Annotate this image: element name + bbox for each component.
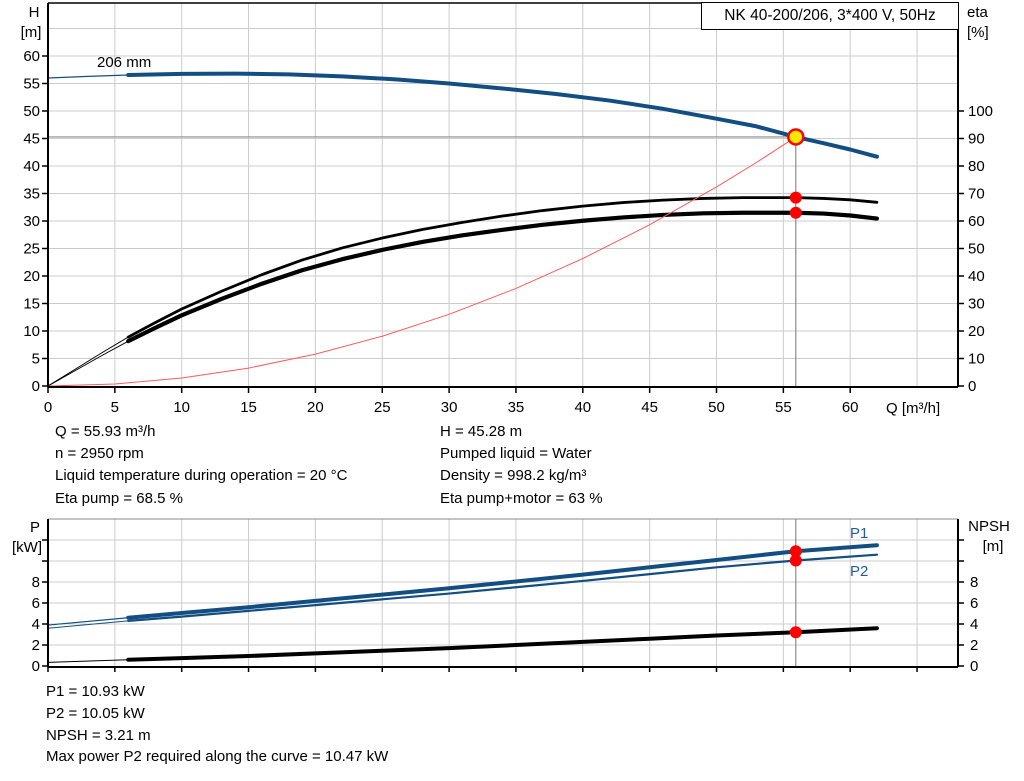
h-axis-unit: [m]	[20, 24, 42, 41]
tick-label: 10	[173, 399, 190, 416]
tick-label: 0	[968, 378, 976, 395]
pump-title-text: NK 40-200/206, 3*400 V, 50Hz	[724, 7, 936, 24]
tick-label: 45	[23, 131, 40, 148]
tick-label: 60	[968, 213, 985, 230]
tick-label: 60	[23, 48, 40, 65]
p2-curve-lead	[47, 620, 129, 629]
info-line: Eta pump = 68.5 %	[55, 489, 183, 507]
npsh-axis-unit: [m]	[982, 538, 1004, 555]
tick-label: 8	[970, 574, 978, 591]
tick-label: 55	[23, 76, 40, 93]
eta-pump-curve	[126, 196, 879, 339]
eta-pump-motor-curve	[126, 210, 880, 344]
power-info: P1 = 10.93 kW P2 = 10.05 kW NPSH = 3.21 …	[46, 681, 388, 768]
duty-info-left: Q = 55.93 m³/h n = 2950 rpm Liquid tempe…	[55, 421, 347, 510]
tick-label: 0	[44, 399, 52, 416]
tick-label: 30	[968, 296, 985, 313]
tick-label: 20	[968, 323, 985, 340]
tick-label: 0	[32, 658, 40, 675]
h-axis-label: H	[28, 4, 40, 21]
info-line: H = 45.28 m	[440, 423, 523, 440]
tick-label: 50	[968, 241, 985, 258]
tick-label: 5	[32, 351, 40, 368]
tick-label: 50	[708, 399, 725, 416]
pump-title-box: NK 40-200/206, 3*400 V, 50Hz	[701, 2, 959, 30]
tick-label: 40	[23, 158, 40, 175]
impeller-size-label: 206 mm	[97, 54, 152, 71]
tick-label: 8	[32, 574, 40, 591]
tick-label: 0	[970, 658, 978, 675]
p-axis-label: P	[29, 519, 41, 536]
info-line: n = 2950 rpm	[55, 445, 144, 463]
info-line: P1 = 10.93 kW	[46, 683, 145, 700]
eta-axis-label: eta	[967, 4, 988, 21]
info-line: P2 = 10.05 kW	[46, 704, 145, 722]
tick-label: 60	[842, 399, 859, 416]
tick-label: 80	[968, 158, 985, 175]
eta-pump-motor-curve-lead	[47, 340, 129, 387]
eta-axis-unit: [%]	[967, 24, 989, 41]
tick-label: 6	[32, 595, 40, 612]
duty-info-right: H = 45.28 m Pumped liquid = Water Densit…	[440, 421, 603, 510]
p1-curve-label: P1	[850, 525, 869, 542]
p2-duty-dot[interactable]	[789, 554, 802, 567]
tick-label: 30	[441, 399, 458, 416]
tick-label: 40	[574, 399, 591, 416]
info-line: Density = 998.2 kg/m³	[440, 467, 587, 485]
npsh-axis-label: NPSH	[968, 518, 1010, 535]
tick-label: 5	[111, 399, 119, 416]
p-axis-unit: [kW]	[12, 539, 42, 556]
tick-label: 4	[32, 616, 40, 633]
info-line: NPSH = 3.21 m	[46, 726, 151, 744]
tick-label: 25	[374, 399, 391, 416]
tick-label: 30	[23, 213, 40, 230]
p1-duty-dot[interactable]	[789, 545, 802, 558]
tick-label: 6	[970, 595, 978, 612]
head-curve	[126, 71, 879, 159]
eta-pump-duty-dot[interactable]	[789, 191, 802, 204]
tick-label: 20	[23, 268, 40, 285]
tick-label: 70	[968, 186, 985, 203]
info-line: Eta pump+motor = 63 %	[440, 489, 603, 507]
p2-curve-label: P2	[850, 563, 869, 580]
tick-label: 20	[307, 399, 324, 416]
eta-pump-motor-duty-dot[interactable]	[789, 206, 802, 219]
tick-label: 35	[508, 399, 525, 416]
head-curve-lead	[47, 74, 129, 79]
tick-label: 4	[970, 616, 978, 633]
info-line: Max power P2 required along the curve = …	[46, 748, 389, 766]
tick-label: 40	[968, 268, 985, 285]
tick-label: 0	[32, 378, 40, 395]
npsh-curve-lead	[47, 659, 129, 663]
tick-label: 15	[240, 399, 257, 416]
tick-label: 25	[23, 241, 40, 258]
tick-label: 2	[32, 637, 40, 654]
npsh-curve	[126, 626, 879, 662]
p1-curve	[126, 543, 879, 620]
npsh-duty-dot[interactable]	[789, 626, 802, 639]
affinity-parabola	[47, 136, 797, 387]
tick-label: 55	[775, 399, 792, 416]
tick-label: 35	[23, 186, 40, 203]
tick-label: 45	[641, 399, 658, 416]
tick-label: 100	[968, 103, 993, 120]
duty-point-marker[interactable]	[787, 128, 805, 146]
tick-label: 2	[970, 637, 978, 654]
tick-label: 90	[968, 131, 985, 148]
info-line: Pumped liquid = Water	[440, 445, 592, 463]
tick-label: 10	[968, 351, 985, 368]
info-line: Liquid temperature during operation = 20…	[55, 467, 348, 485]
p1-curve-lead	[47, 617, 129, 626]
tick-label: 50	[23, 103, 40, 120]
tick-label: 10	[23, 323, 40, 340]
p2-curve	[127, 553, 879, 622]
eta-pump-curve-lead	[47, 336, 129, 387]
info-line: Q = 55.93 m³/h	[55, 423, 156, 440]
tick-label: 15	[23, 296, 40, 313]
q-axis-label: Q [m³/h]	[886, 400, 941, 417]
